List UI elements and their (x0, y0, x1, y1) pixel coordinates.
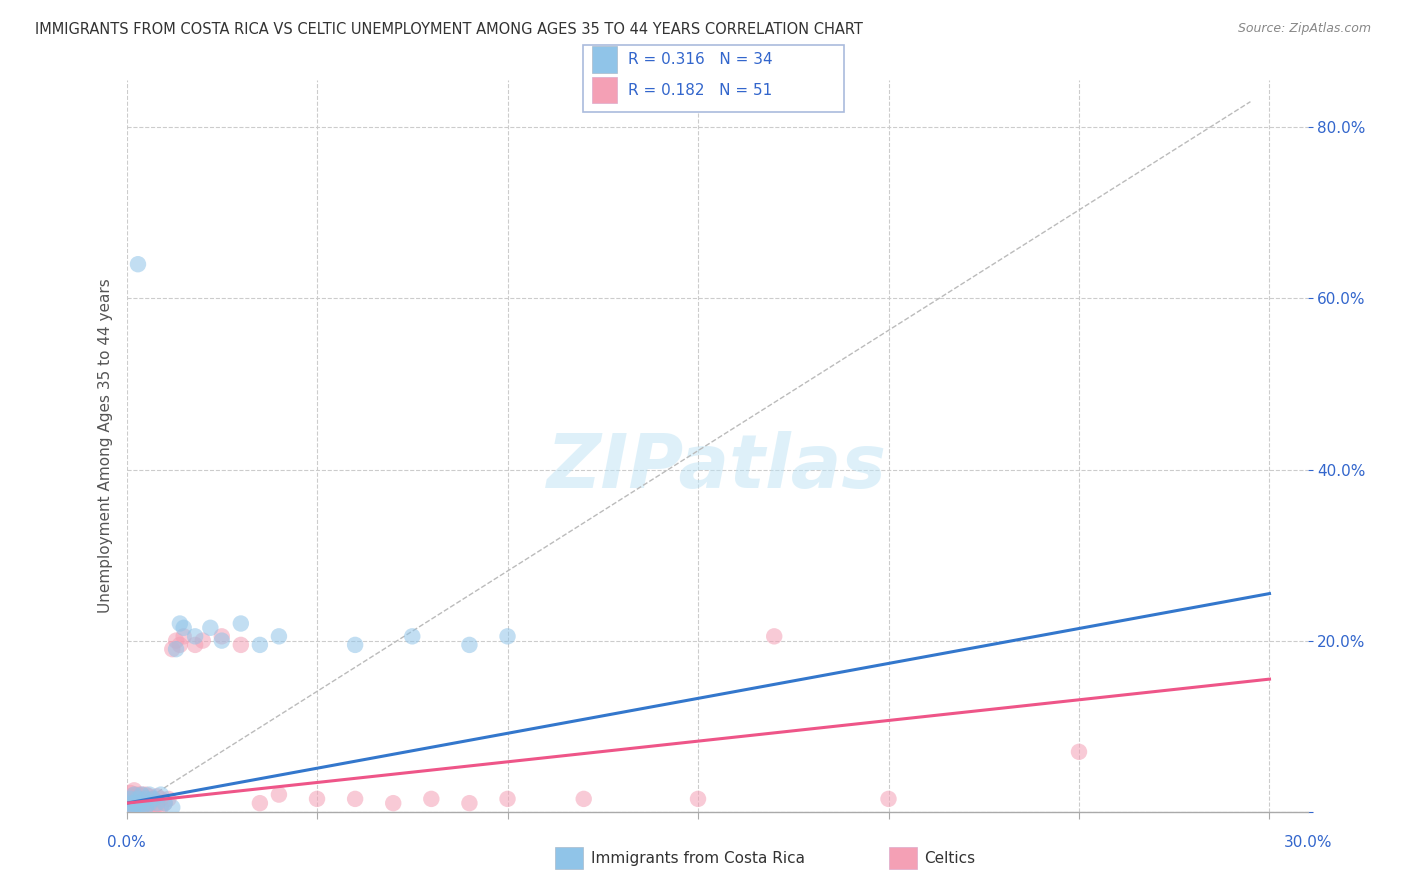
Point (138, 796, 160, 810)
Point (120, 800, 142, 814)
Point (138, 797, 160, 812)
Point (157, 792, 180, 806)
Point (127, 800, 149, 814)
Point (401, 629, 423, 643)
Point (420, 792, 443, 806)
Point (120, 792, 142, 806)
Text: R = 0.182   N = 51: R = 0.182 N = 51 (628, 83, 773, 97)
Text: 30.0%: 30.0% (1284, 836, 1331, 850)
Point (211, 629, 233, 643)
Point (686, 792, 709, 806)
Point (122, 796, 145, 810)
Point (131, 800, 153, 814)
Point (572, 792, 595, 806)
Point (138, 788, 160, 802)
Point (458, 638, 481, 652)
Point (127, 796, 149, 810)
Point (267, 788, 290, 802)
Point (122, 788, 145, 802)
Point (120, 796, 142, 810)
Point (496, 629, 519, 643)
Point (122, 783, 145, 797)
Point (344, 638, 367, 652)
Point (120, 794, 142, 808)
Point (458, 796, 481, 810)
Point (1067, 745, 1090, 759)
Point (131, 794, 153, 808)
Point (138, 789, 160, 804)
Text: 0.0%: 0.0% (107, 836, 146, 850)
Point (200, 621, 222, 635)
Point (149, 800, 172, 814)
Point (127, 257, 149, 271)
Point (169, 616, 191, 631)
Point (763, 629, 786, 643)
Point (131, 800, 153, 814)
Point (173, 621, 195, 635)
Point (153, 796, 176, 810)
Text: R = 0.316   N = 34: R = 0.316 N = 34 (628, 52, 773, 67)
Point (267, 629, 290, 643)
Point (249, 796, 271, 810)
Point (135, 792, 157, 806)
Point (184, 629, 207, 643)
Point (169, 638, 191, 652)
Point (162, 642, 184, 657)
Point (153, 796, 176, 810)
Point (162, 800, 184, 814)
Text: IMMIGRANTS FROM COSTA RICA VS CELTIC UNEMPLOYMENT AMONG AGES 35 TO 44 YEARS CORR: IMMIGRANTS FROM COSTA RICA VS CELTIC UNE… (35, 22, 863, 37)
Point (211, 633, 233, 648)
Point (135, 788, 157, 802)
Point (382, 796, 405, 810)
Point (135, 800, 157, 814)
Point (165, 642, 187, 657)
Point (149, 788, 172, 802)
Text: ZIPatlas: ZIPatlas (547, 432, 887, 505)
Point (142, 792, 165, 806)
Point (146, 797, 169, 812)
Y-axis label: Unemployment Among Ages 35 to 44 years: Unemployment Among Ages 35 to 44 years (97, 278, 112, 614)
Point (165, 633, 187, 648)
Point (173, 629, 195, 643)
Point (249, 638, 271, 652)
Text: Celtics: Celtics (924, 851, 974, 865)
Point (135, 794, 157, 808)
Point (120, 797, 142, 812)
Point (122, 800, 145, 814)
Point (191, 633, 214, 648)
Point (305, 792, 328, 806)
Point (122, 792, 145, 806)
Point (142, 800, 165, 814)
Point (146, 789, 169, 804)
Point (120, 789, 142, 804)
Point (127, 788, 149, 802)
Point (122, 788, 145, 802)
Point (120, 800, 142, 814)
Point (229, 616, 252, 631)
Point (127, 796, 149, 810)
Point (127, 800, 149, 814)
Point (122, 800, 145, 814)
Point (131, 788, 153, 802)
Point (496, 792, 519, 806)
Point (146, 796, 169, 810)
Point (344, 792, 367, 806)
Point (877, 792, 900, 806)
Text: Immigrants from Costa Rica: Immigrants from Costa Rica (591, 851, 804, 865)
Point (131, 788, 153, 802)
Point (149, 792, 172, 806)
Point (142, 792, 165, 806)
Point (127, 792, 149, 806)
Point (229, 638, 252, 652)
Point (122, 796, 145, 810)
Text: Source: ZipAtlas.com: Source: ZipAtlas.com (1237, 22, 1371, 36)
Point (127, 792, 149, 806)
Point (184, 638, 207, 652)
Point (135, 800, 157, 814)
Point (120, 786, 142, 800)
